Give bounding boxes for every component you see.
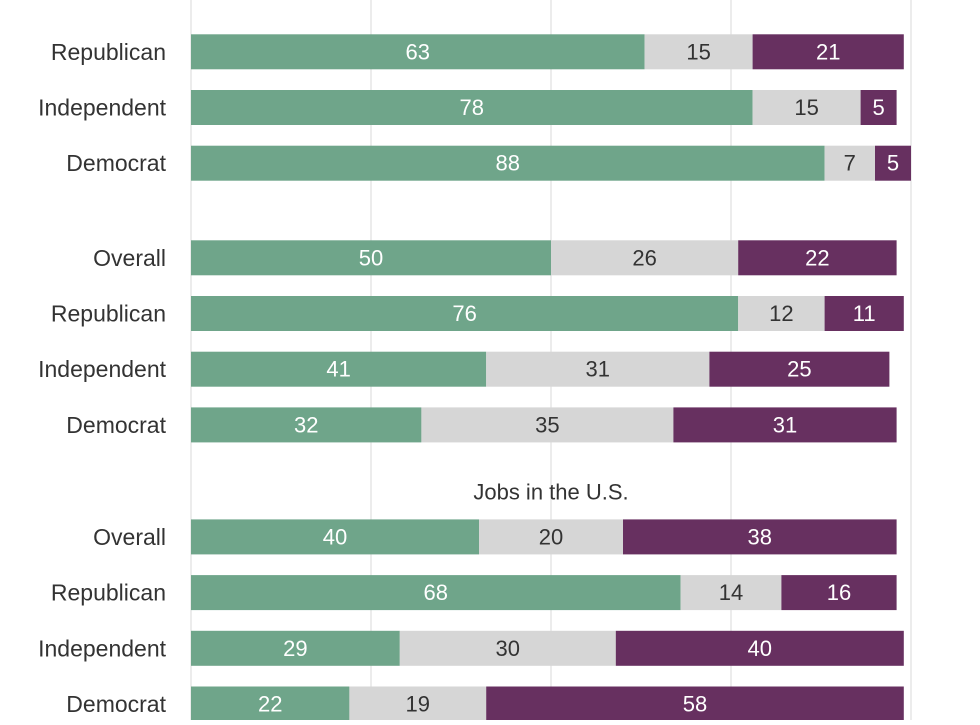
bar-segment-1 <box>191 519 479 555</box>
data-label: 78 <box>460 95 484 120</box>
data-label: 68 <box>424 580 448 605</box>
bar-segment-1 <box>191 90 753 125</box>
data-label: 76 <box>452 301 476 326</box>
row-label: Republican <box>51 39 166 65</box>
data-label: 88 <box>496 151 520 176</box>
data-label: 15 <box>686 39 710 64</box>
bar-segment-3 <box>824 296 904 331</box>
bar-segment-3 <box>615 630 904 666</box>
data-label: 35 <box>535 412 559 437</box>
row-label: Independent <box>38 95 167 121</box>
bar-segment-1 <box>191 630 400 666</box>
data-label: 16 <box>827 580 851 605</box>
data-label: 22 <box>805 245 829 270</box>
bar-segment-2 <box>752 90 861 125</box>
bar-segment-1 <box>191 407 422 443</box>
data-label: 5 <box>872 95 884 120</box>
bar-segment-2 <box>399 630 616 666</box>
data-label: 11 <box>853 301 876 326</box>
bar-segment-3 <box>860 90 897 125</box>
data-label: 40 <box>323 524 347 549</box>
bar-segment-3 <box>752 34 904 70</box>
data-label: 29 <box>283 636 307 661</box>
data-label: 21 <box>816 39 840 64</box>
labels: Republican 63 15 21 Independent 78 15 5 Democrat… <box>38 39 899 717</box>
bar-segment-3 <box>738 240 897 276</box>
bar-segment-1 <box>191 240 551 276</box>
bar-segment-2 <box>738 296 825 331</box>
bar-segment-3 <box>709 351 890 387</box>
bar-segment-3 <box>623 519 897 555</box>
row-label: Republican <box>51 580 166 606</box>
row-label: Independent <box>38 635 167 661</box>
bar-segment-2 <box>486 351 710 387</box>
data-label: 7 <box>844 151 856 176</box>
row-label: Republican <box>51 301 166 327</box>
data-label: 50 <box>359 245 383 270</box>
group-title: Jobs in the U.S. <box>473 479 628 504</box>
data-label: 32 <box>294 412 318 437</box>
data-label: 38 <box>748 524 772 549</box>
data-label: 19 <box>406 692 430 717</box>
data-label: 26 <box>632 245 656 270</box>
data-label: 15 <box>794 95 818 120</box>
data-label: 31 <box>773 412 797 437</box>
bar-segment-1 <box>191 34 645 70</box>
bar-segment-2 <box>824 145 875 181</box>
bar-segment-1 <box>191 145 825 181</box>
data-label: 25 <box>787 357 811 382</box>
bar-segment-2 <box>680 575 782 611</box>
data-label: 5 <box>887 151 899 176</box>
row-label: Overall <box>93 245 166 271</box>
bar-segment-3 <box>781 575 897 611</box>
bar-segment-1 <box>191 351 487 387</box>
data-label: 22 <box>258 692 282 717</box>
data-label: 30 <box>496 636 520 661</box>
data-label: 20 <box>539 524 563 549</box>
bar-segment-3 <box>875 145 911 181</box>
row-label: Independent <box>38 356 167 382</box>
data-label: 31 <box>586 357 610 382</box>
bar-segment-3 <box>673 407 897 443</box>
bar-segment-3 <box>486 686 904 722</box>
data-label: 14 <box>719 580 743 605</box>
row-label: Overall <box>93 524 166 550</box>
row-label: Democrat <box>66 691 166 717</box>
bar-segment-2 <box>349 686 487 722</box>
data-label: 58 <box>683 692 707 717</box>
row-label: Democrat <box>66 150 166 176</box>
data-label: 40 <box>748 636 772 661</box>
bar-segment-2 <box>644 34 753 70</box>
bar-segment-1 <box>191 296 739 331</box>
bar-segment-2 <box>421 407 674 443</box>
bar-segment-1 <box>191 686 350 722</box>
data-label: 41 <box>326 357 350 382</box>
row-label: Democrat <box>66 412 166 438</box>
bar-segment-2 <box>551 240 739 276</box>
data-label: 12 <box>769 301 793 326</box>
bar-segment-2 <box>479 519 623 555</box>
data-label: 63 <box>406 39 430 64</box>
bars <box>191 34 911 722</box>
bar-segment-1 <box>191 575 681 611</box>
